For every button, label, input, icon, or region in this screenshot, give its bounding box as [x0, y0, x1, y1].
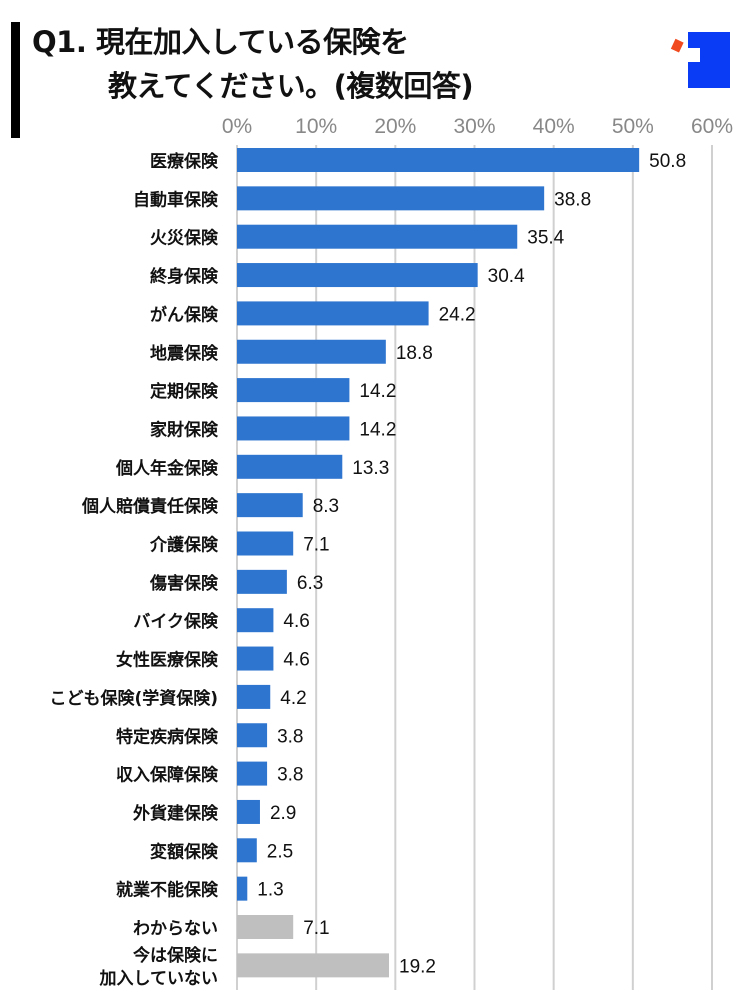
x-tick-label: 40%	[533, 115, 575, 138]
category-label: 医療保険	[150, 151, 219, 172]
bar	[237, 799, 260, 824]
bar	[237, 876, 248, 901]
category-label: 収入保障保険	[116, 765, 219, 786]
category-label: 個人賠償責任保険	[81, 496, 219, 517]
category-label: バイク保険	[133, 611, 219, 632]
data-label: 6.3	[297, 573, 323, 594]
data-label: 7.1	[303, 535, 329, 556]
bar	[237, 263, 478, 288]
title-line-2: 教えてください。(複数回答)	[108, 69, 474, 103]
title-line-1: Q1. 現在加入している保険を	[32, 25, 409, 59]
title-accent-bar	[11, 22, 20, 138]
data-label: 3.8	[277, 765, 303, 786]
category-label: がん保険	[150, 304, 219, 325]
x-tick-label: 60%	[691, 115, 733, 138]
data-label: 7.1	[303, 918, 329, 939]
data-label: 13.3	[352, 458, 389, 479]
data-label: 50.8	[649, 151, 686, 172]
data-label: 30.4	[488, 266, 525, 287]
category-label: 定期保険	[150, 381, 219, 402]
x-tick-label: 20%	[374, 115, 416, 138]
bar	[237, 569, 287, 594]
bar	[237, 531, 294, 556]
data-label: 4.6	[283, 650, 309, 671]
bar	[237, 339, 386, 364]
category-label: 介護保険	[149, 535, 219, 556]
bar	[237, 148, 640, 172]
bar	[237, 454, 343, 479]
category-label: 火災保険	[150, 228, 219, 249]
data-label: 2.5	[267, 841, 293, 862]
bar	[237, 493, 303, 518]
category-label: 加入していない	[99, 969, 219, 989]
data-label: 4.2	[280, 688, 306, 709]
data-label: 24.2	[439, 304, 476, 325]
category-label: 今は保険に	[133, 945, 218, 966]
bar	[237, 186, 545, 211]
bar	[237, 761, 268, 786]
bar	[237, 838, 257, 863]
bar	[237, 378, 350, 403]
chart-title: Q1. 現在加入している保険を 教えてください。(複数回答)	[32, 20, 474, 108]
category-label: 特定疾病保険	[116, 726, 219, 747]
category-label: 就業不能保険	[116, 880, 219, 901]
bar	[237, 224, 518, 249]
data-label: 38.8	[554, 189, 591, 210]
bar	[237, 608, 274, 633]
bar	[237, 684, 271, 709]
data-label: 19.2	[399, 956, 436, 977]
data-label: 14.2	[359, 381, 396, 402]
category-label: 変額保険	[150, 841, 219, 862]
category-label: 外貨建保険	[133, 803, 219, 824]
data-label: 3.8	[277, 726, 303, 747]
data-label: 35.4	[527, 228, 564, 249]
category-label: 終身保険	[150, 266, 219, 287]
data-label: 18.8	[396, 343, 433, 364]
data-label: 1.3	[257, 880, 283, 901]
brand-logo	[670, 32, 730, 88]
category-label: 個人年金保険	[115, 458, 219, 479]
category-label: 家財保険	[150, 419, 219, 440]
category-label: こども保険(学資保険)	[49, 688, 218, 709]
bar	[237, 646, 274, 671]
category-label: わからない	[133, 919, 218, 939]
category-label: 地震保険	[150, 343, 219, 364]
data-label: 14.2	[359, 419, 396, 440]
bar	[237, 723, 268, 748]
bar	[237, 416, 350, 441]
x-tick-label: 50%	[612, 115, 654, 138]
x-tick-label: 10%	[295, 115, 337, 138]
bar	[237, 915, 294, 939]
data-label: 8.3	[313, 496, 339, 517]
category-label: 女性医療保険	[116, 650, 219, 671]
bar	[237, 953, 389, 978]
category-label: 傷害保険	[149, 573, 219, 594]
x-tick-label: 0%	[222, 115, 252, 138]
x-tick-label: 30%	[453, 115, 495, 138]
bar	[237, 301, 429, 326]
data-label: 2.9	[270, 803, 296, 824]
category-label: 自動車保険	[133, 189, 219, 210]
data-label: 4.6	[283, 611, 309, 632]
